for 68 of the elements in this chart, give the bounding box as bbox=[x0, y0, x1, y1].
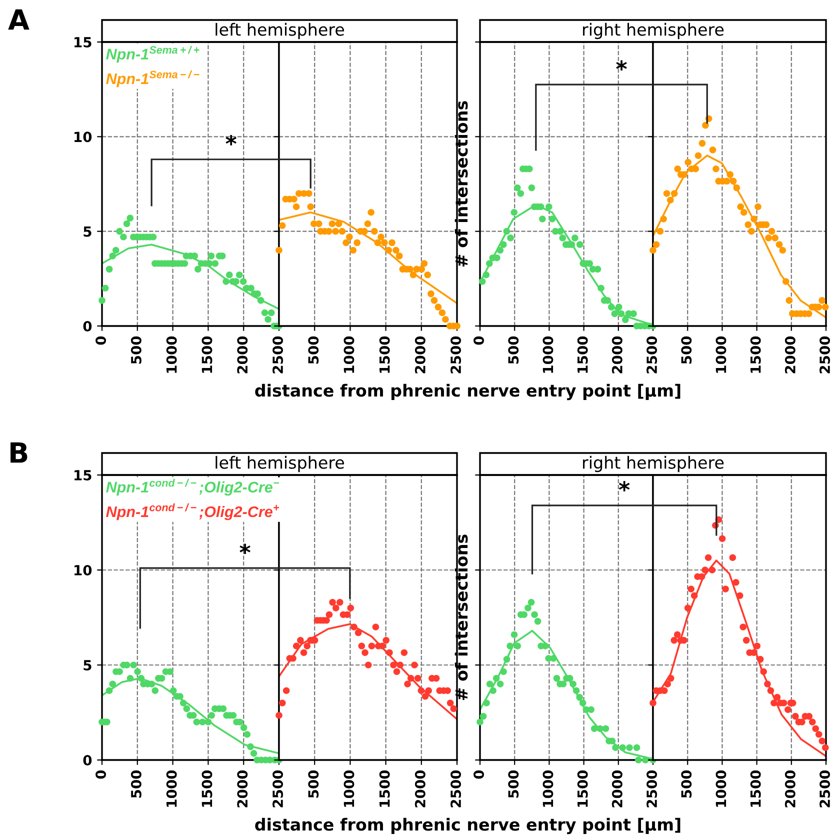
text: A bbox=[8, 9, 30, 30]
annotation: * bbox=[616, 60, 627, 71]
x-tick-label: 2000 bbox=[784, 336, 796, 374]
x-tick-label: 2000 bbox=[237, 770, 248, 808]
y-tick-label: 15 bbox=[74, 470, 92, 480]
x-axis-title: distance from phrenic nerve entry point [µm] bbox=[255, 818, 680, 834]
y-tick-label: 10 bbox=[74, 564, 92, 576]
x-tick-label: 500 bbox=[130, 336, 142, 364]
x-tick-label: 0 bbox=[96, 336, 106, 345]
x-tick-label: 500 bbox=[508, 770, 519, 798]
x-tick-label: 0 bbox=[96, 770, 106, 779]
x-tick-label: 500 bbox=[308, 336, 319, 364]
y-tick-label: 5 bbox=[84, 660, 92, 670]
chart-title: left hemisphere bbox=[216, 22, 344, 40]
x-tick-label: 1000 bbox=[716, 336, 726, 373]
x-tick-label: 1500 bbox=[379, 336, 390, 373]
x-tick-label: 1500 bbox=[577, 770, 588, 807]
x-tick-label: 1000 bbox=[344, 336, 354, 373]
x-tick-label: 2000 bbox=[414, 770, 426, 808]
x-tick-label: 2500 bbox=[820, 770, 830, 808]
y-tick-label: 0 bbox=[83, 754, 92, 766]
annotation: * bbox=[618, 481, 630, 492]
x-tick-label: 500 bbox=[308, 770, 319, 798]
x-axis-title: distance from phrenic nerve entry point [µm] bbox=[255, 384, 680, 400]
x-tick-label: 2500 bbox=[646, 336, 658, 374]
x-tick-label: 1000 bbox=[716, 770, 726, 807]
x-tick-label: 1000 bbox=[542, 336, 554, 373]
x-tick-label: 1500 bbox=[577, 336, 588, 373]
x-tick-label: 2500 bbox=[272, 336, 284, 374]
x-tick-label: 1000 bbox=[166, 336, 177, 373]
x-tick-label: 2500 bbox=[646, 770, 658, 808]
y-tick-label: 5 bbox=[84, 226, 92, 237]
x-tick-label: 2000 bbox=[237, 336, 248, 374]
x-tick-label: 1000 bbox=[542, 770, 554, 807]
chart-title: left hemisphere bbox=[216, 456, 344, 472]
x-tick-label: 500 bbox=[681, 770, 692, 798]
x-tick-label: 2000 bbox=[612, 336, 622, 374]
x-tick-label: 1500 bbox=[202, 770, 212, 807]
x-tick-label: 2500 bbox=[450, 336, 462, 374]
y-tick-label: 0 bbox=[83, 320, 92, 332]
x-tick-label: 500 bbox=[130, 770, 142, 798]
x-tick-label: 1500 bbox=[750, 770, 761, 807]
x-tick-label: 2500 bbox=[820, 336, 830, 374]
x-tick-label: 2000 bbox=[612, 770, 622, 808]
x-tick-label: 1000 bbox=[166, 770, 177, 807]
x-tick-label: 1500 bbox=[379, 770, 390, 807]
annotation: * bbox=[240, 544, 250, 554]
x-tick-label: 2000 bbox=[784, 770, 796, 808]
text: Npn-1$^{Sema+/+}$ bbox=[106, 46, 200, 63]
text: B bbox=[10, 442, 28, 463]
y-tick-label: 15 bbox=[74, 37, 92, 48]
x-tick-label: 2000 bbox=[414, 336, 426, 374]
x-tick-label: 0 bbox=[474, 336, 484, 345]
x-tick-label: 2500 bbox=[450, 770, 462, 808]
x-tick-label: 0 bbox=[474, 770, 484, 779]
y-tick-label: 10 bbox=[74, 132, 92, 142]
chart-title: right hemisphere bbox=[583, 22, 724, 40]
chart-title: right hemisphere bbox=[583, 456, 724, 472]
text: Npn-1$^{cond−/−}$;Olig2-Cre$^{−}$ bbox=[106, 478, 280, 496]
text: Npn-1$^{Sema−/−}$ bbox=[106, 70, 200, 88]
x-tick-label: 2500 bbox=[272, 770, 284, 808]
text: Npn-1$^{cond−/−}$;Olig2-Cre$^{+}$ bbox=[106, 503, 280, 520]
x-tick-label: 500 bbox=[681, 336, 692, 364]
x-tick-label: 1500 bbox=[202, 336, 212, 373]
x-tick-label: 1000 bbox=[344, 770, 354, 807]
annotation: * bbox=[226, 135, 236, 146]
x-tick-label: 500 bbox=[508, 336, 519, 364]
x-tick-label: 1500 bbox=[750, 336, 761, 373]
